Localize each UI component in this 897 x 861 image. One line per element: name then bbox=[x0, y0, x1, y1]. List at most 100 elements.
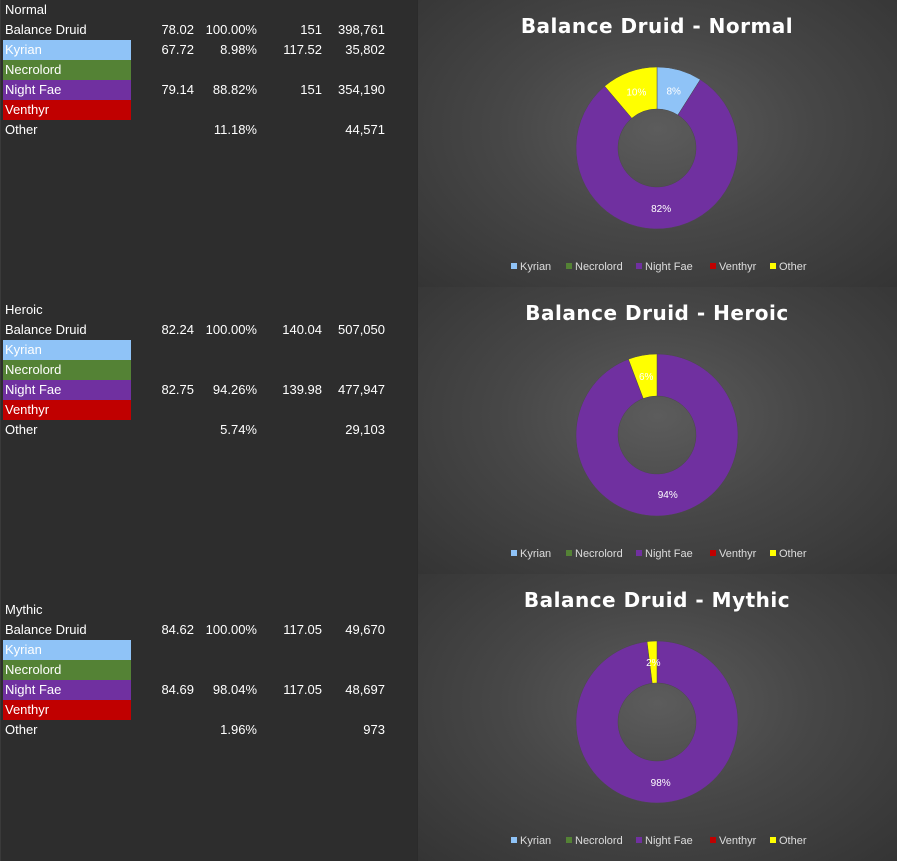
value-cell[interactable] bbox=[131, 360, 194, 380]
row-label-cell[interactable]: Venthyr bbox=[3, 100, 131, 120]
value-cell[interactable] bbox=[257, 420, 322, 440]
donut-slice-other[interactable] bbox=[646, 640, 658, 684]
table-row[interactable]: Venthyr bbox=[1, 400, 417, 420]
donut-chart-heroic[interactable]: Balance Druid - Heroic 94% 6% Kyrian Necrolo… bbox=[418, 287, 897, 574]
value-cell[interactable] bbox=[194, 660, 257, 680]
table-row[interactable]: Venthyr bbox=[1, 700, 417, 720]
value-cell[interactable]: 49,670 bbox=[345, 622, 385, 637]
row-label-cell[interactable]: Night Fae bbox=[3, 380, 131, 400]
value-cell[interactable]: 88.82% bbox=[212, 82, 257, 97]
row-label-cell[interactable]: Venthyr bbox=[3, 700, 131, 720]
row-label-cell[interactable]: Night Fae bbox=[3, 80, 131, 100]
donut-slice-night-fae[interactable] bbox=[575, 79, 739, 230]
value-cell[interactable] bbox=[322, 100, 385, 120]
value-cell[interactable] bbox=[257, 720, 322, 740]
value-cell[interactable] bbox=[322, 700, 385, 720]
row-label-cell[interactable]: Necrolord bbox=[3, 360, 131, 380]
value-cell[interactable]: 100.00% bbox=[205, 622, 257, 637]
value-cell[interactable] bbox=[131, 700, 194, 720]
value-cell[interactable] bbox=[257, 60, 322, 80]
row-label-cell[interactable]: Necrolord bbox=[3, 660, 131, 680]
value-cell[interactable] bbox=[257, 100, 322, 120]
legend-item-venthyr[interactable]: Venthyr bbox=[710, 548, 757, 560]
value-cell[interactable]: 29,103 bbox=[345, 422, 385, 437]
value-cell[interactable] bbox=[131, 720, 194, 740]
value-cell[interactable] bbox=[131, 420, 194, 440]
legend-item-venthyr[interactable]: Venthyr bbox=[710, 835, 757, 847]
value-cell[interactable] bbox=[194, 340, 257, 360]
row-label-cell[interactable]: Necrolord bbox=[3, 60, 131, 80]
table-row[interactable]: Necrolord bbox=[1, 660, 417, 680]
row-label-cell[interactable]: Kyrian bbox=[3, 40, 131, 60]
value-cell[interactable] bbox=[194, 400, 257, 420]
value-cell[interactable] bbox=[194, 360, 257, 380]
table-row[interactable]: Necrolord bbox=[1, 360, 417, 380]
value-cell[interactable]: 79.14 bbox=[161, 82, 194, 97]
legend-item-kyrian[interactable]: Kyrian bbox=[511, 261, 551, 273]
row-label-cell[interactable]: Venthyr bbox=[3, 400, 131, 420]
value-cell[interactable]: 117.52 bbox=[283, 42, 322, 57]
table-row[interactable]: Necrolord bbox=[1, 60, 417, 80]
value-cell[interactable]: 100.00% bbox=[205, 322, 257, 337]
value-cell[interactable] bbox=[194, 640, 257, 660]
value-cell[interactable]: 8.98% bbox=[220, 42, 257, 57]
value-cell[interactable]: 84.62 bbox=[161, 622, 194, 637]
value-cell[interactable]: 98.04% bbox=[212, 682, 257, 697]
legend-item-kyrian[interactable]: Kyrian bbox=[511, 548, 551, 560]
value-cell[interactable]: 117.05 bbox=[283, 622, 322, 637]
value-cell[interactable]: 477,947 bbox=[338, 382, 385, 397]
row-label-cell[interactable]: Balance Druid bbox=[5, 322, 87, 337]
row-label-cell[interactable]: Kyrian bbox=[3, 340, 131, 360]
donut-slice-night-fae[interactable] bbox=[575, 353, 739, 517]
value-cell[interactable] bbox=[194, 700, 257, 720]
value-cell[interactable]: 5.74% bbox=[220, 422, 257, 437]
value-cell[interactable]: 35,802 bbox=[345, 42, 385, 57]
legend-item-other[interactable]: Other bbox=[770, 261, 807, 273]
donut-slice-other[interactable] bbox=[628, 353, 658, 399]
legend-item-necrolord[interactable]: Necrolord bbox=[566, 835, 623, 847]
table-row[interactable]: Kyrian 67.72 8.98% 117.52 35,802 bbox=[1, 40, 417, 60]
value-cell[interactable]: 354,190 bbox=[338, 82, 385, 97]
value-cell[interactable] bbox=[257, 400, 322, 420]
value-cell[interactable] bbox=[131, 120, 194, 140]
value-cell[interactable] bbox=[257, 700, 322, 720]
table-row[interactable]: Other 11.18% 44,571 bbox=[1, 120, 417, 140]
value-cell[interactable] bbox=[131, 340, 194, 360]
value-cell[interactable]: 67.72 bbox=[161, 42, 194, 57]
table-row[interactable]: Other 5.74% 29,103 bbox=[1, 420, 417, 440]
donut-chart-normal[interactable]: Balance Druid - Normal 8% 82% 10% Kyrian Necr… bbox=[418, 0, 897, 287]
value-cell[interactable]: 82.75 bbox=[161, 382, 194, 397]
value-cell[interactable]: 507,050 bbox=[338, 322, 385, 337]
value-cell[interactable]: 11.18% bbox=[213, 122, 257, 137]
legend-item-venthyr[interactable]: Venthyr bbox=[710, 261, 757, 273]
legend-item-night-fae[interactable]: Night Fae bbox=[636, 261, 693, 273]
row-label-cell[interactable]: Other bbox=[5, 422, 38, 437]
row-label-cell[interactable]: Balance Druid bbox=[5, 622, 87, 637]
value-cell[interactable]: 151 bbox=[300, 82, 322, 97]
value-cell[interactable] bbox=[257, 120, 322, 140]
value-cell[interactable]: 100.00% bbox=[205, 22, 257, 37]
value-cell[interactable] bbox=[322, 340, 385, 360]
table-row[interactable]: Night Fae 84.69 98.04% 117.05 48,697 bbox=[1, 680, 417, 700]
value-cell[interactable] bbox=[322, 360, 385, 380]
legend-item-night-fae[interactable]: Night Fae bbox=[636, 835, 693, 847]
table-row[interactable]: Balance Druid 78.02 100.00% 151 398,761 bbox=[1, 20, 417, 40]
table-row[interactable]: Balance Druid 82.24 100.00% 140.04 507,050 bbox=[1, 320, 417, 340]
table-row[interactable]: Kyrian bbox=[1, 340, 417, 360]
table-row[interactable]: Venthyr bbox=[1, 100, 417, 120]
donut-slice-night-fae[interactable] bbox=[575, 640, 739, 804]
value-cell[interactable]: 1.96% bbox=[220, 722, 257, 737]
value-cell[interactable]: 84.69 bbox=[161, 682, 194, 697]
legend-item-other[interactable]: Other bbox=[770, 548, 807, 560]
legend-item-necrolord[interactable]: Necrolord bbox=[566, 261, 623, 273]
value-cell[interactable]: 398,761 bbox=[338, 22, 385, 37]
value-cell[interactable]: 94.26% bbox=[212, 382, 257, 397]
donut-chart-mythic[interactable]: Balance Druid - Mythic 98% 2% Kyrian Necrolo… bbox=[418, 574, 897, 861]
row-label-cell[interactable]: Night Fae bbox=[3, 680, 131, 700]
value-cell[interactable] bbox=[131, 100, 194, 120]
value-cell[interactable]: 151 bbox=[300, 22, 322, 37]
value-cell[interactable] bbox=[257, 640, 322, 660]
table-row[interactable]: Other 1.96% 973 bbox=[1, 720, 417, 740]
row-label-cell[interactable]: Other bbox=[5, 722, 38, 737]
row-label-cell[interactable]: Other bbox=[5, 122, 38, 137]
